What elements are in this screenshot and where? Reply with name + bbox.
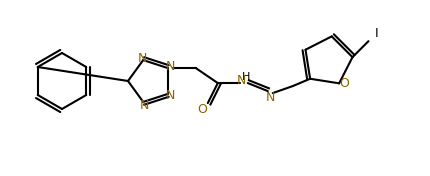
Text: O: O [197, 103, 207, 116]
Text: N: N [138, 52, 147, 65]
Text: N: N [266, 91, 276, 103]
Text: I: I [375, 27, 378, 40]
Text: N: N [139, 99, 149, 112]
Text: H: H [242, 72, 250, 82]
Text: N: N [166, 59, 175, 73]
Text: O: O [339, 77, 349, 90]
Text: N: N [166, 89, 175, 102]
Text: N: N [237, 74, 246, 87]
